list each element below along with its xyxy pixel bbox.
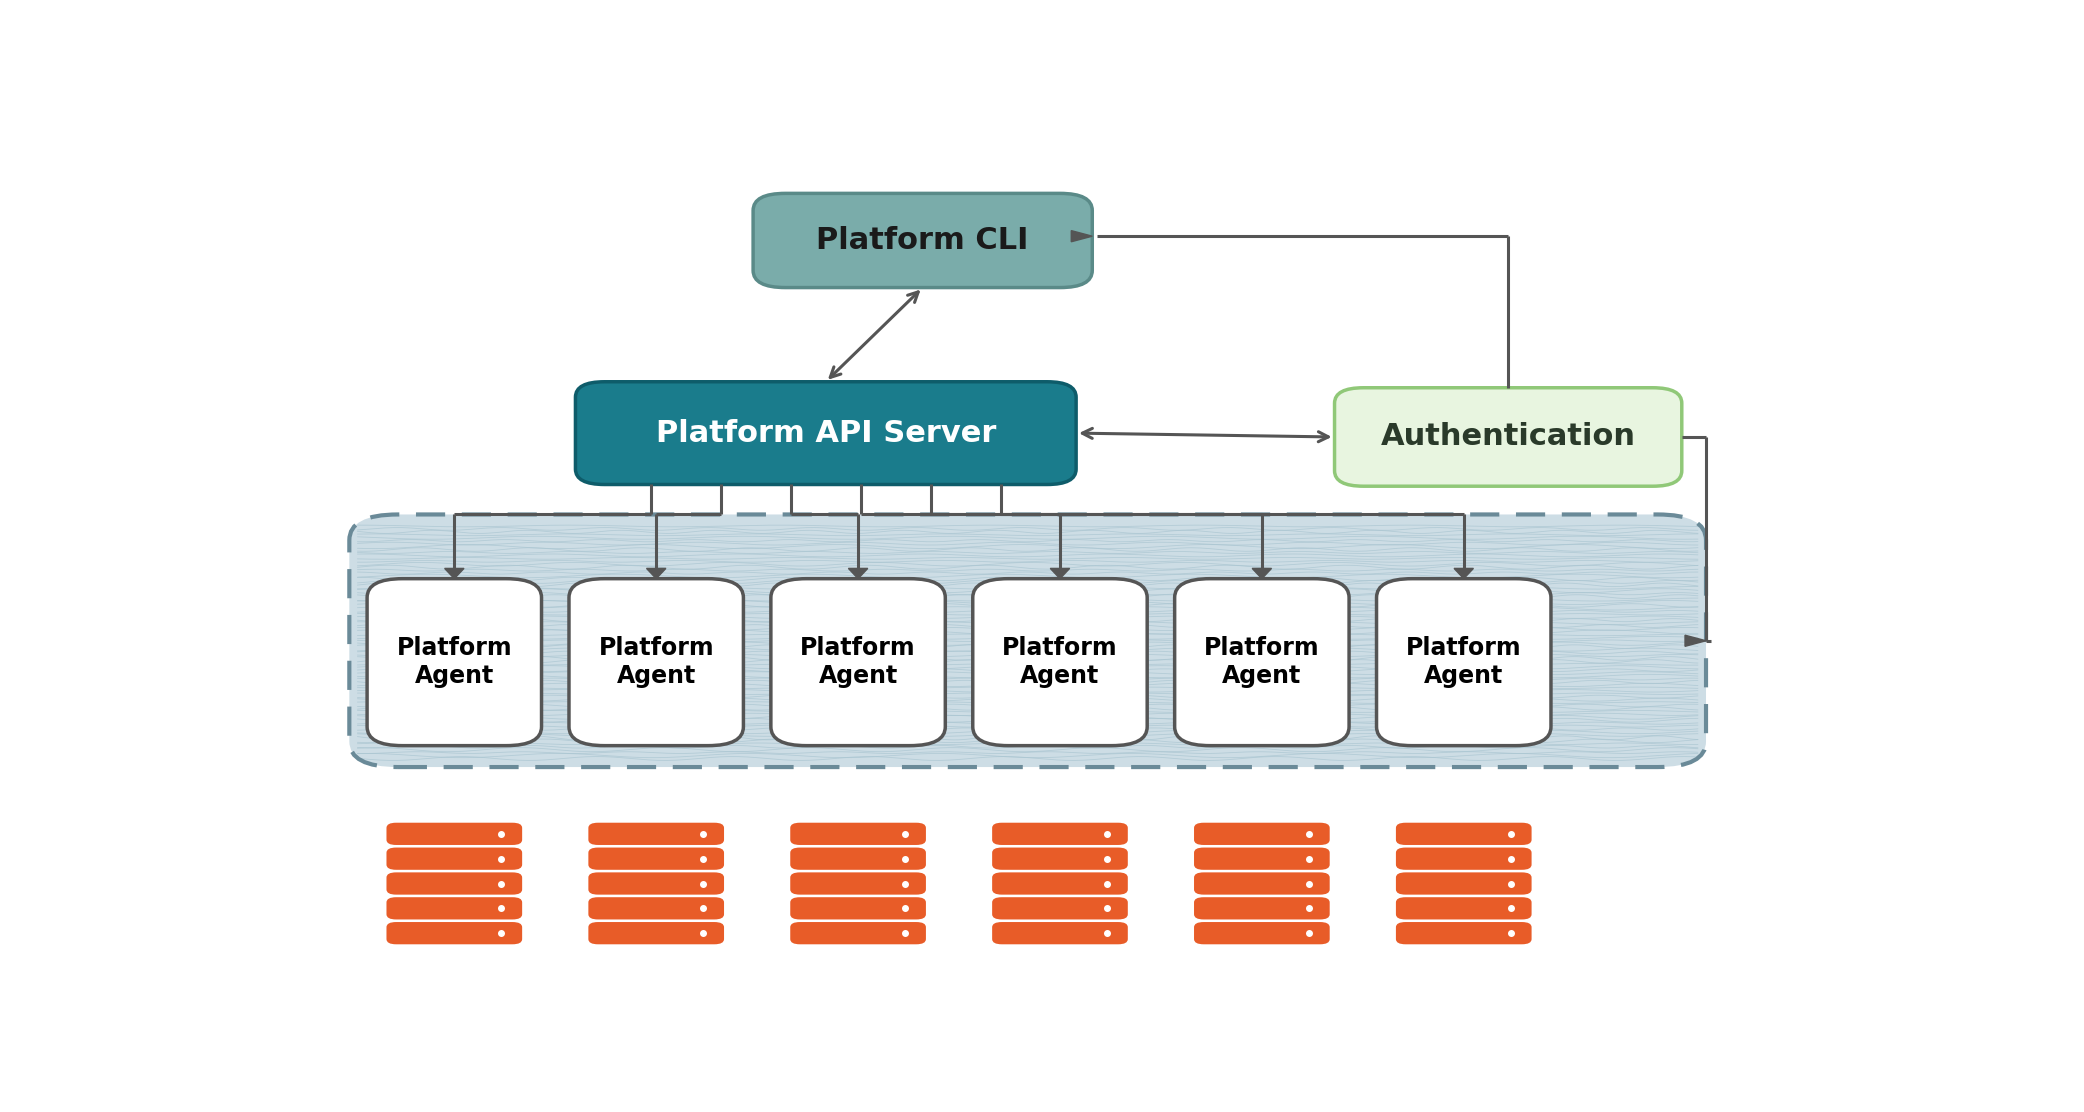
FancyBboxPatch shape <box>1396 847 1532 870</box>
FancyBboxPatch shape <box>575 381 1075 485</box>
FancyBboxPatch shape <box>588 897 723 920</box>
Text: Platform API Server: Platform API Server <box>656 418 996 448</box>
Polygon shape <box>1686 635 1707 646</box>
FancyBboxPatch shape <box>1378 578 1550 746</box>
FancyBboxPatch shape <box>367 578 542 746</box>
Text: Platform
Agent: Platform Agent <box>598 636 715 688</box>
FancyBboxPatch shape <box>790 873 925 895</box>
FancyBboxPatch shape <box>992 873 1127 895</box>
Polygon shape <box>444 568 465 578</box>
FancyBboxPatch shape <box>1194 847 1330 870</box>
FancyBboxPatch shape <box>1194 922 1330 944</box>
FancyBboxPatch shape <box>350 515 1707 767</box>
FancyBboxPatch shape <box>790 897 925 920</box>
Polygon shape <box>646 568 667 578</box>
Text: Platform
Agent: Platform Agent <box>1205 636 1319 688</box>
FancyBboxPatch shape <box>1334 388 1682 486</box>
FancyBboxPatch shape <box>386 897 523 920</box>
FancyBboxPatch shape <box>386 823 523 845</box>
FancyBboxPatch shape <box>992 897 1127 920</box>
FancyBboxPatch shape <box>1194 873 1330 895</box>
FancyBboxPatch shape <box>1194 823 1330 845</box>
FancyBboxPatch shape <box>771 578 946 746</box>
FancyBboxPatch shape <box>1396 873 1532 895</box>
FancyBboxPatch shape <box>973 578 1146 746</box>
FancyBboxPatch shape <box>790 847 925 870</box>
Polygon shape <box>1455 568 1473 578</box>
FancyBboxPatch shape <box>386 847 523 870</box>
FancyBboxPatch shape <box>1175 578 1348 746</box>
FancyBboxPatch shape <box>569 578 744 746</box>
Text: Authentication: Authentication <box>1382 423 1636 451</box>
Text: Platform CLI: Platform CLI <box>817 226 1029 255</box>
FancyBboxPatch shape <box>1194 897 1330 920</box>
Polygon shape <box>1071 230 1092 241</box>
FancyBboxPatch shape <box>1396 897 1532 920</box>
FancyBboxPatch shape <box>1396 823 1532 845</box>
FancyBboxPatch shape <box>992 823 1127 845</box>
Polygon shape <box>1252 568 1271 578</box>
FancyBboxPatch shape <box>588 922 723 944</box>
Text: Platform
Agent: Platform Agent <box>1002 636 1117 688</box>
FancyBboxPatch shape <box>752 193 1092 288</box>
FancyBboxPatch shape <box>588 823 723 845</box>
FancyBboxPatch shape <box>790 823 925 845</box>
FancyBboxPatch shape <box>386 922 523 944</box>
FancyBboxPatch shape <box>790 922 925 944</box>
FancyBboxPatch shape <box>992 922 1127 944</box>
FancyBboxPatch shape <box>588 873 723 895</box>
Polygon shape <box>848 568 867 578</box>
Text: Platform
Agent: Platform Agent <box>800 636 915 688</box>
Text: Platform
Agent: Platform Agent <box>396 636 513 688</box>
FancyBboxPatch shape <box>588 847 723 870</box>
Polygon shape <box>1050 568 1069 578</box>
FancyBboxPatch shape <box>386 873 523 895</box>
FancyBboxPatch shape <box>992 847 1127 870</box>
Text: Platform
Agent: Platform Agent <box>1407 636 1521 688</box>
FancyBboxPatch shape <box>1396 922 1532 944</box>
